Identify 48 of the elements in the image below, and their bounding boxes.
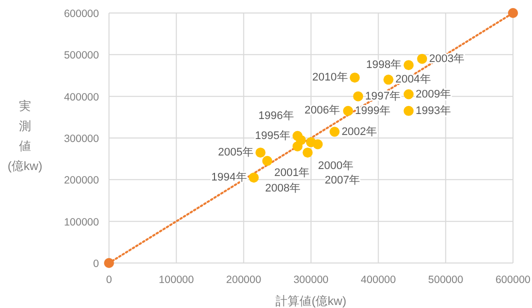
x-tick-label: 400000 [360, 274, 396, 286]
annotation: 2002年 [342, 126, 378, 138]
point [508, 8, 518, 18]
point [353, 91, 364, 102]
y-tick-label: 100000 [64, 216, 100, 228]
annotation: 2001年 [274, 166, 310, 179]
annotation: 1996年 [258, 110, 294, 122]
annotation: 1998年 [366, 59, 402, 72]
point [104, 258, 114, 268]
annotation: 1994年 [211, 172, 247, 184]
annotation: 2010年 [312, 72, 348, 84]
x-tick-label: 300000 [293, 274, 329, 286]
point [383, 74, 394, 85]
point [404, 89, 414, 100]
annotation: 2008年 [265, 182, 301, 195]
x-axis-title: 計算値(億kw) [276, 294, 346, 308]
annotation: 2005年 [218, 146, 254, 159]
y-tick-label: 300000 [64, 133, 100, 145]
y-tick-label: 400000 [64, 91, 100, 104]
point [404, 60, 414, 70]
annotation: 2006年 [304, 104, 340, 116]
point [248, 172, 259, 183]
annotation: 1995年 [255, 130, 291, 142]
point [302, 148, 313, 158]
point [312, 139, 323, 150]
x-tick-label: 500000 [428, 274, 464, 286]
y-axis-title: 実測値(億kw) [8, 99, 42, 173]
annotation: 2000年 [318, 160, 354, 172]
annotation: 2009年 [416, 88, 452, 100]
y-tick-label: 600000 [64, 8, 100, 20]
point [292, 141, 303, 152]
point [330, 126, 340, 137]
annotation: 2007年 [324, 174, 360, 186]
point [256, 148, 266, 158]
annotation: 1999年 [355, 104, 391, 117]
x-tick-label: 100000 [158, 274, 194, 286]
point [343, 106, 354, 116]
annotation: 1993年 [416, 104, 452, 117]
point [350, 72, 360, 83]
y-tick-label: 0 [93, 258, 100, 270]
point [262, 156, 272, 166]
point [404, 106, 414, 116]
x-tick-label: 200000 [226, 274, 262, 286]
point [417, 54, 428, 64]
y-tick-label: 500000 [64, 50, 100, 62]
y-tick-label: 200000 [64, 174, 100, 187]
x-tick-label: 0 [106, 274, 112, 286]
x-tick-label: 600000 [495, 274, 531, 286]
